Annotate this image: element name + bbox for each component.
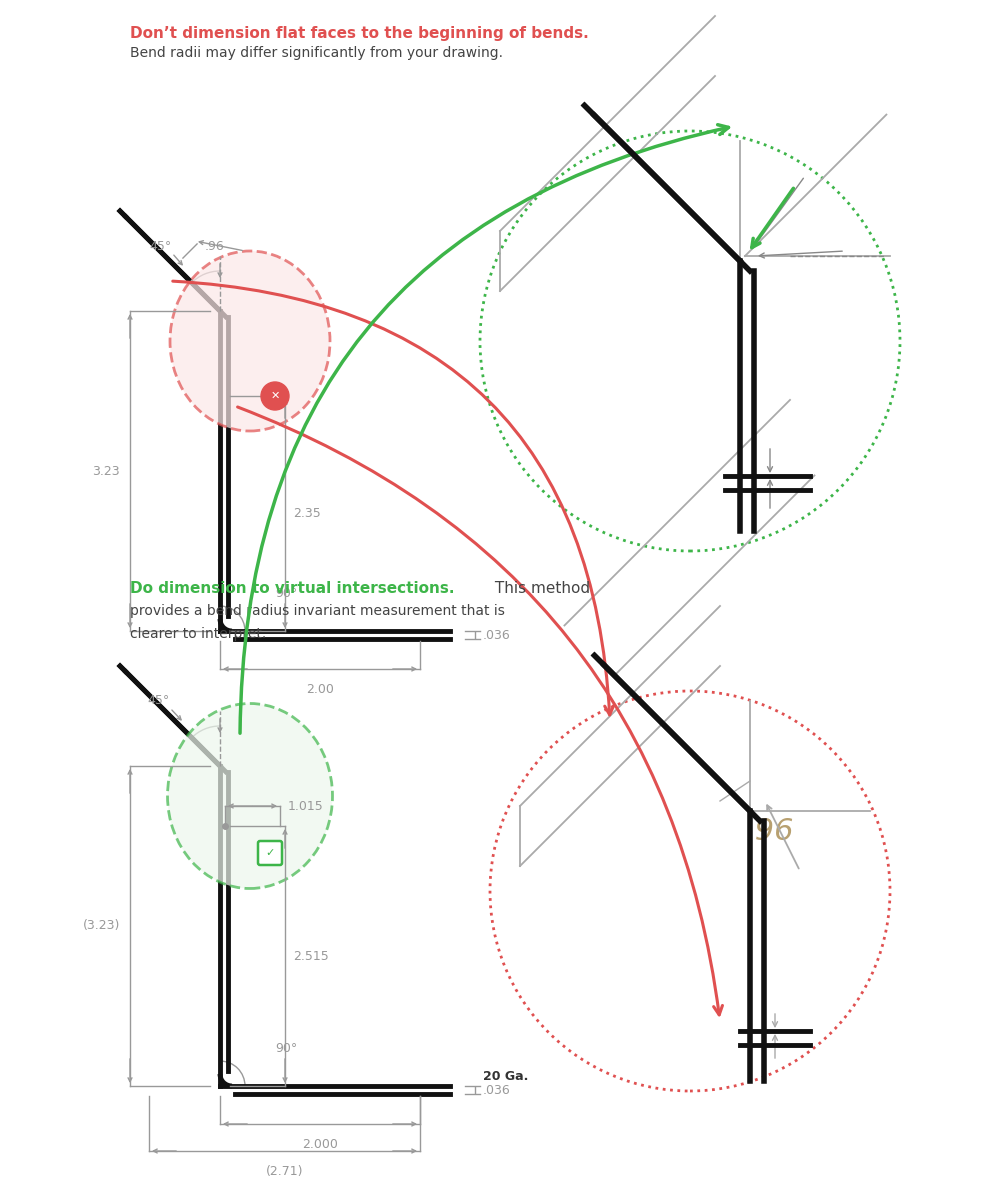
Text: 2.000: 2.000 [302,1139,338,1151]
Circle shape [480,131,900,551]
Text: 2.00: 2.00 [306,683,334,697]
Text: 1.015: 1.015 [288,800,324,813]
Text: 20 Ga.: 20 Ga. [483,1070,528,1082]
Text: 3.23: 3.23 [92,465,120,478]
Ellipse shape [168,704,333,889]
FancyBboxPatch shape [258,841,282,865]
Text: Do dimension to virtual intersections.: Do dimension to virtual intersections. [130,581,455,596]
Text: This method: This method [490,581,590,596]
Text: .96: .96 [205,239,225,252]
Text: 2.515: 2.515 [293,950,329,962]
Ellipse shape [170,251,330,431]
Text: Don’t dimension flat faces to the beginning of bends.: Don’t dimension flat faces to the beginn… [130,26,589,41]
Text: clearer to interpret.: clearer to interpret. [130,627,266,641]
Text: .036: .036 [483,1083,511,1097]
Text: .036: .036 [483,628,511,641]
Text: (3.23): (3.23) [83,920,120,932]
Text: 90°: 90° [275,586,297,599]
Text: .96: .96 [745,817,794,846]
Text: 45°: 45° [147,694,169,707]
Text: provides a bend radius invariant measurement that is: provides a bend radius invariant measure… [130,604,505,619]
Text: ✕: ✕ [270,392,280,401]
Text: 90°: 90° [275,1041,297,1054]
Text: Bend radii may differ significantly from your drawing.: Bend radii may differ significantly from… [130,46,503,60]
Text: ✓: ✓ [265,848,275,858]
Text: 2.35: 2.35 [293,507,321,520]
Text: 45°: 45° [149,239,171,252]
Text: (2.71): (2.71) [266,1165,303,1178]
Circle shape [490,691,890,1091]
Circle shape [261,382,289,410]
